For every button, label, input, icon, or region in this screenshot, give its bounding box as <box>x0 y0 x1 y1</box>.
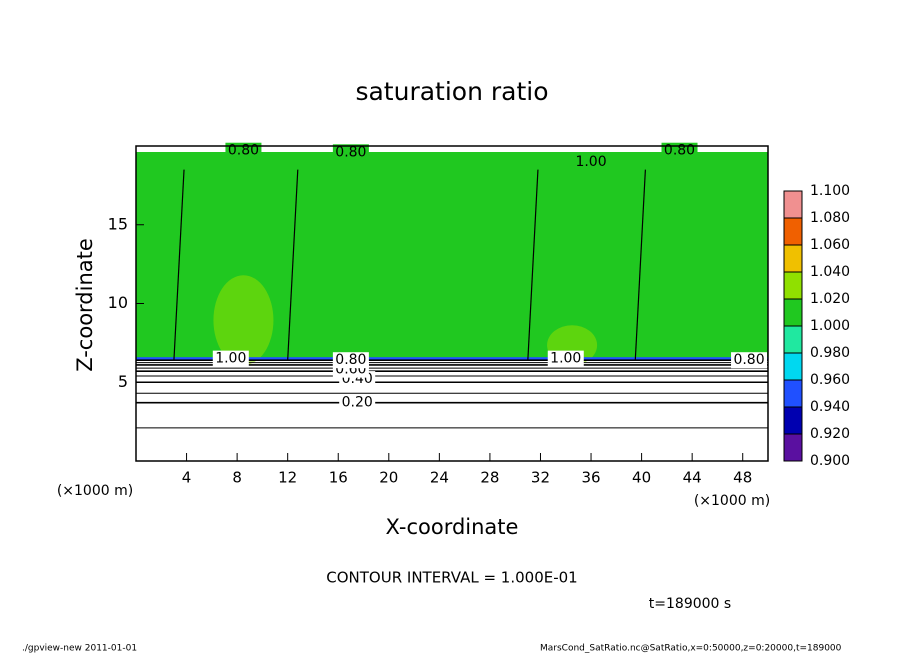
colorbar-label: 1.040 <box>810 264 850 280</box>
colorbar-label: 1.100 <box>810 183 850 199</box>
contour-label-bg <box>731 352 768 369</box>
colorbar-swatch <box>784 353 802 380</box>
contour-line <box>173 169 185 361</box>
colorbar-label: 0.920 <box>810 426 850 442</box>
colorbar-label: 0.940 <box>810 399 850 415</box>
contour-label: 0.20 <box>342 395 373 411</box>
colorbar-label: 0.960 <box>810 372 850 388</box>
colorbar-label: 0.900 <box>810 453 850 469</box>
colorbar-label: 1.020 <box>810 291 850 307</box>
contour-label: 0.80 <box>664 143 695 159</box>
contour-label: 1.00 <box>550 351 581 367</box>
x-tick-label: 16 <box>329 469 348 487</box>
contour-label: 0.80 <box>335 352 366 368</box>
y-axis-label: Z-coordinate <box>73 238 97 372</box>
contour-label: 0.80 <box>228 143 259 159</box>
contour-label: 0.80 <box>335 144 366 160</box>
y-tick-label: 5 <box>118 372 128 391</box>
contour-label-bg <box>212 350 249 367</box>
y-tick-label: 10 <box>108 293 128 312</box>
x-tick-label: 48 <box>733 469 752 487</box>
contour-label-bg <box>573 153 610 170</box>
contour-line <box>527 169 539 361</box>
field-fill <box>213 275 274 366</box>
colorbar-label: 1.080 <box>810 210 850 226</box>
colorbar-swatch <box>784 326 802 353</box>
colorbar-swatch <box>784 191 802 218</box>
colorbar-swatch <box>784 272 802 299</box>
contour-label-bg <box>332 144 369 161</box>
x-axis-label: X-coordinate <box>386 515 519 539</box>
contour-label: 1.00 <box>575 154 606 170</box>
colorbar-swatch <box>784 218 802 245</box>
contour-interval: CONTOUR INTERVAL = 1.000E-01 <box>326 569 577 587</box>
x-unit: (×1000 m) <box>694 493 770 509</box>
contour-label: 0.80 <box>733 352 764 368</box>
y-tick-label: 15 <box>108 214 128 233</box>
time-label: t=189000 s <box>649 596 731 612</box>
colorbar-swatch <box>784 245 802 272</box>
colorbar-swatch <box>784 299 802 326</box>
colorbar-label: 1.060 <box>810 237 850 253</box>
x-tick-label: 32 <box>531 469 550 487</box>
colorbar-label: 0.980 <box>810 345 850 361</box>
contour-label-bg <box>332 352 369 369</box>
x-tick-label: 4 <box>182 469 192 487</box>
x-tick-label: 12 <box>278 469 297 487</box>
x-tick-label: 44 <box>683 469 702 487</box>
x-unit: (×1000 m) <box>57 483 133 499</box>
contour-label-bg <box>339 394 376 411</box>
field-edge <box>136 357 768 361</box>
contour-line <box>287 169 299 361</box>
footer: MarsCond_SatRatio.nc@SatRatio,x=0:50000,… <box>540 644 842 654</box>
colorbar-label: 1.000 <box>810 318 850 334</box>
contour-label-bg <box>547 350 584 367</box>
x-tick-label: 40 <box>632 469 651 487</box>
colorbar-swatch <box>784 380 802 407</box>
colorbar-swatch <box>784 407 802 434</box>
x-tick-label: 8 <box>232 469 242 487</box>
x-tick-label: 36 <box>581 469 600 487</box>
x-tick-label: 24 <box>430 469 449 487</box>
contour-label: 1.00 <box>215 351 246 367</box>
chart-title: saturation ratio <box>355 77 548 106</box>
x-tick-label: 28 <box>480 469 499 487</box>
colorbar-swatch <box>784 434 802 461</box>
footer: ./gpview-new 2011-01-01 <box>22 644 137 654</box>
contour-line <box>634 169 646 361</box>
x-tick-label: 20 <box>379 469 398 487</box>
